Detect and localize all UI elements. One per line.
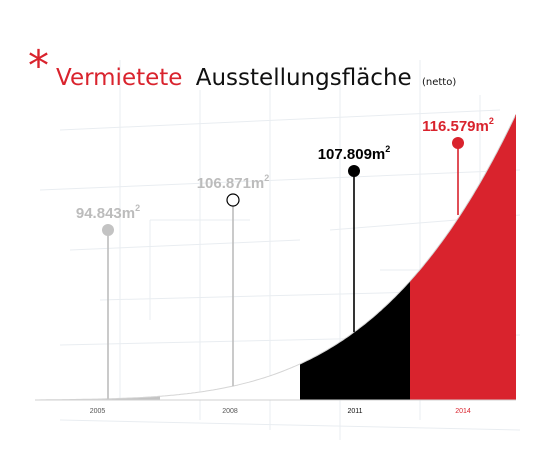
background-line (69, 239, 301, 251)
x-tick-2005: 2005 (90, 408, 106, 415)
title-colored-part: Vermietete (56, 65, 182, 91)
value-label-2005: 94.843m2 (76, 203, 140, 222)
value-label-2011: 107.809m2 (318, 144, 391, 163)
marker-2005 (102, 224, 114, 236)
x-tick-2011: 2011 (347, 408, 362, 415)
x-tick-2014: 2014 (455, 408, 471, 415)
area-segment-2014 (410, 114, 516, 400)
value-label-2008: 106.871m2 (197, 173, 270, 192)
asterisk-icon: * (28, 41, 49, 90)
marker-2008 (226, 193, 240, 207)
marker-2014 (452, 137, 464, 149)
title-text: Vermietete Ausstellungsfläche (netto) (56, 65, 456, 91)
area-segment-2011 (300, 281, 410, 400)
area-segment-2008 (160, 364, 300, 400)
value-stems (102, 137, 464, 399)
chart-title: * Vermietete Ausstellungsfläche (netto) (28, 41, 456, 91)
background-line (39, 169, 521, 191)
marker-2011 (348, 165, 360, 177)
blueprint-background (39, 60, 521, 440)
x-tick-labels: 2005 2008 2011 2014 (90, 408, 471, 415)
value-label-2014: 116.579m2 (422, 116, 494, 135)
background-line (59, 109, 501, 131)
value-labels: 94.843m2 106.871m2 107.809m2 116.579m2 (76, 116, 494, 222)
background-line (59, 419, 521, 431)
title-suffix: (netto) (422, 77, 456, 88)
x-tick-2008: 2008 (222, 408, 238, 415)
area-segments (35, 114, 516, 401)
area-segment-2005 (35, 396, 160, 400)
title-plain-part: Ausstellungsfläche (196, 65, 412, 91)
area-outline (35, 115, 516, 401)
